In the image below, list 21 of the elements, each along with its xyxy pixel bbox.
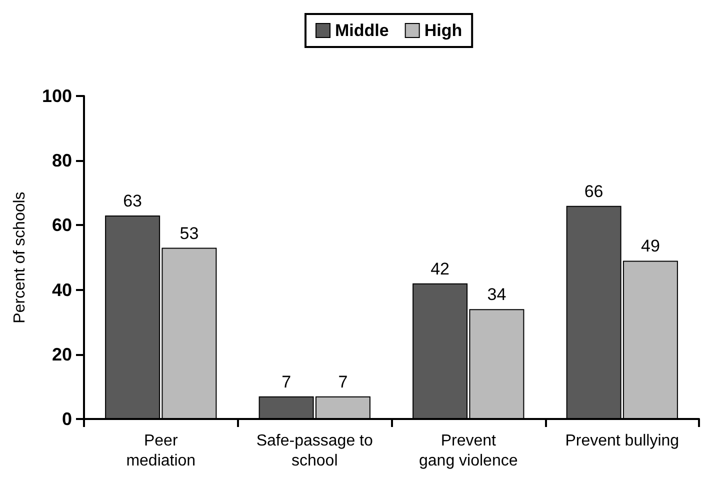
x-tick-label: Peer mediation: [126, 432, 196, 470]
y-tick-label: 60: [52, 215, 72, 236]
y-tick-label: 100: [42, 86, 72, 106]
data-label: 63: [123, 192, 142, 211]
data-label: 42: [430, 259, 450, 278]
y-tick-label: 80: [52, 150, 72, 171]
x-tick-label: Prevent gang violence: [419, 432, 518, 470]
data-label: 49: [640, 236, 660, 256]
x-tick-label: Prevent bullying: [565, 432, 680, 450]
data-label: 66: [584, 182, 604, 201]
data-label: 34: [487, 285, 506, 304]
data-label: 7: [282, 372, 292, 392]
data-label: 7: [338, 372, 348, 392]
x-tick-label: Safe-passage to school: [256, 432, 373, 470]
legend-label: High: [424, 21, 462, 40]
y-tick-label: 40: [52, 280, 72, 300]
legend-label: Middle: [335, 21, 389, 40]
y-tick-label: 20: [52, 344, 72, 364]
y-axis-title: Percent of schools: [12, 192, 28, 324]
data-label: 53: [180, 224, 199, 243]
y-tick-label: 0: [62, 409, 72, 429]
